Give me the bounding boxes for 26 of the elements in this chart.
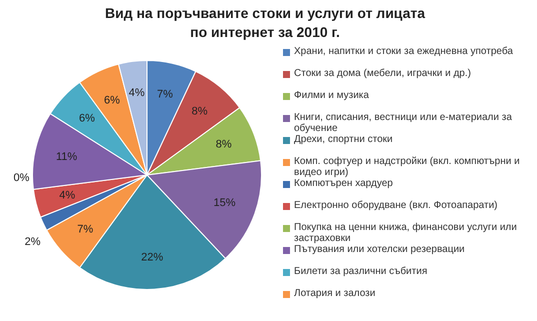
data-label: 4%: [59, 190, 76, 202]
data-label: 7%: [157, 88, 174, 101]
legend-label: Компютърен хардуер: [294, 178, 393, 189]
legend-label: Лотария и залози: [294, 288, 376, 299]
data-label: 22%: [141, 251, 164, 264]
legend-label: Електронно оборудване (вкл. Фотоапарати): [294, 200, 498, 211]
legend-label: Стоки за дома (мебели, играчки и др.): [294, 68, 471, 79]
legend-label: Билети за различни събития: [294, 266, 428, 277]
data-label: 6%: [78, 112, 96, 125]
text: 0%: [14, 172, 30, 184]
legend-label: Дрехи, спортни стоки: [294, 134, 393, 145]
data-label: 6%: [104, 94, 120, 106]
legend-label: Книги, списания, вестници или е-материали за обучение: [294, 112, 513, 134]
chart-title: Вид на поръчваните стоки и услуги от лицата по интернет за 2010 г.: [104, 4, 426, 42]
data-label: 8%: [192, 106, 208, 118]
data-label: 2%: [24, 236, 41, 248]
legend-label: Покупка на ценни книжа, финансови услуги или застраховки: [294, 222, 518, 244]
legend-label: Пътувания или хотелски резервации: [294, 244, 465, 255]
data-label: 7%: [77, 224, 94, 236]
data-label: 11%: [56, 151, 78, 164]
legend-label: Храни, напитки и стоки за ежедневна употреба: [294, 46, 513, 57]
legend-label: Комп. софтуер и надстройки (вкл. компютърни и видео игри): [294, 156, 521, 178]
legend-label: Филми и музика: [294, 90, 369, 101]
data-label: 4%: [128, 87, 145, 100]
data-label: 8%: [216, 138, 232, 151]
data-label: 15%: [214, 196, 236, 209]
